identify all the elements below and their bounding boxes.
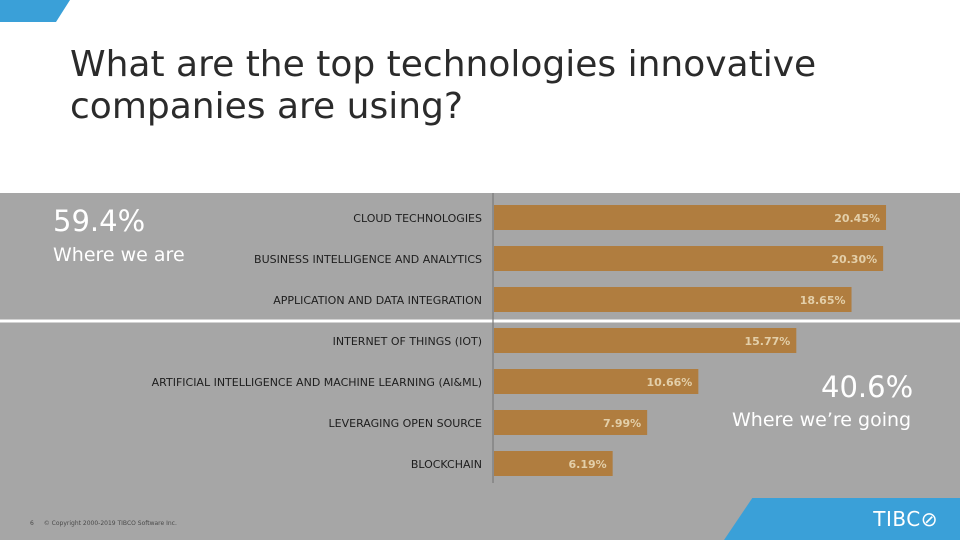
copyright-text: © Copyright 2000-2019 TIBCO Software Inc… bbox=[43, 520, 177, 527]
bar-4 bbox=[494, 369, 699, 394]
data-label-6: 6.19% bbox=[568, 458, 606, 471]
category-label-4: ARTIFICIAL INTELLIGENCE AND MACHINE LEAR… bbox=[152, 376, 482, 389]
bar-1 bbox=[494, 246, 884, 271]
data-label-4: 10.66% bbox=[647, 376, 693, 389]
bar-5 bbox=[494, 410, 648, 435]
category-label-6: BLOCKCHAIN bbox=[411, 458, 482, 471]
data-label-2: 18.65% bbox=[800, 294, 846, 307]
slide-title: What are the top technologies innovative… bbox=[70, 44, 817, 128]
future-label: Where we’re going bbox=[732, 409, 912, 431]
current-percent: 59.4% bbox=[53, 204, 146, 238]
category-label-2: APPLICATION AND DATA INTEGRATION bbox=[273, 294, 482, 307]
bar-6 bbox=[494, 451, 613, 476]
future-percent: 40.6% bbox=[821, 370, 914, 404]
data-label-5: 7.99% bbox=[603, 417, 641, 430]
page-number: 6 bbox=[30, 520, 34, 527]
chart-panel: 20.45% CLOUD TECHNOLOGIES 20.30% BUSINESS I… bbox=[0, 193, 960, 540]
bar-0 bbox=[494, 205, 887, 230]
category-label-3: INTERNET OF THINGS (IOT) bbox=[333, 335, 482, 348]
data-label-0: 20.45% bbox=[834, 212, 880, 225]
bar-2 bbox=[494, 287, 852, 312]
brand-tab: TIBC⊘ bbox=[724, 498, 960, 540]
category-label-0: CLOUD TECHNOLOGIES bbox=[353, 212, 482, 225]
category-label-5: LEVERAGING OPEN SOURCE bbox=[329, 417, 483, 430]
footer: 6 © Copyright 2000-2019 TIBCO Software I… bbox=[30, 520, 177, 527]
tibco-logo: TIBC⊘ bbox=[873, 507, 938, 531]
data-label-3: 15.77% bbox=[744, 335, 790, 348]
data-label-1: 20.30% bbox=[831, 253, 877, 266]
current-label: Where we are bbox=[53, 244, 185, 266]
corner-accent bbox=[0, 0, 70, 22]
bar-3 bbox=[494, 328, 797, 353]
bar-chart: 20.45% CLOUD TECHNOLOGIES 20.30% BUSINESS I… bbox=[0, 193, 960, 483]
category-label-1: BUSINESS INTELLIGENCE AND ANALYTICS bbox=[254, 253, 482, 266]
